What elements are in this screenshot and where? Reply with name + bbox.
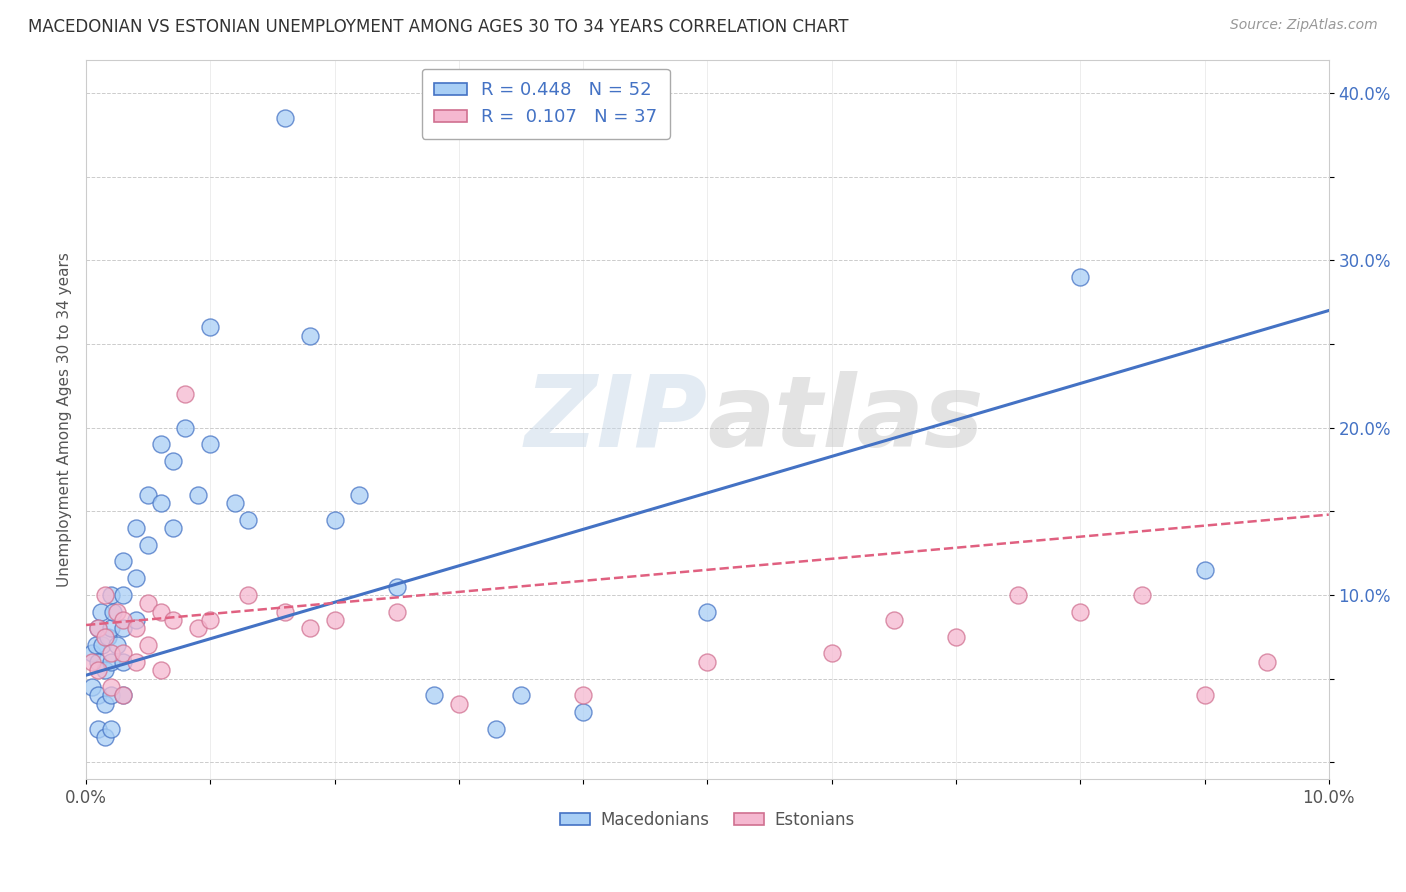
Point — [187, 621, 209, 635]
Point — [174, 420, 197, 434]
Point — [136, 596, 159, 610]
Point — [125, 613, 148, 627]
Point — [149, 496, 172, 510]
Point — [200, 613, 222, 627]
Point — [125, 621, 148, 635]
Point — [1069, 270, 1091, 285]
Point — [125, 521, 148, 535]
Point — [112, 588, 135, 602]
Point — [236, 588, 259, 602]
Point — [93, 730, 115, 744]
Point — [696, 655, 718, 669]
Text: atlas: atlas — [707, 371, 984, 467]
Point — [112, 688, 135, 702]
Point — [87, 621, 110, 635]
Point — [91, 638, 114, 652]
Point — [93, 630, 115, 644]
Point — [87, 688, 110, 702]
Point — [200, 320, 222, 334]
Point — [100, 588, 122, 602]
Point — [100, 655, 122, 669]
Point — [125, 571, 148, 585]
Point — [105, 638, 128, 652]
Point — [100, 688, 122, 702]
Point — [149, 663, 172, 677]
Point — [112, 554, 135, 568]
Point — [100, 680, 122, 694]
Point — [87, 655, 110, 669]
Point — [323, 613, 346, 627]
Point — [572, 688, 595, 702]
Point — [112, 688, 135, 702]
Point — [112, 647, 135, 661]
Point — [112, 655, 135, 669]
Point — [84, 638, 107, 652]
Point — [1194, 563, 1216, 577]
Text: MACEDONIAN VS ESTONIAN UNEMPLOYMENT AMONG AGES 30 TO 34 YEARS CORRELATION CHART: MACEDONIAN VS ESTONIAN UNEMPLOYMENT AMON… — [28, 18, 849, 36]
Point — [274, 111, 297, 125]
Point — [82, 647, 104, 661]
Point — [423, 688, 446, 702]
Point — [97, 630, 120, 644]
Point — [125, 655, 148, 669]
Point — [136, 487, 159, 501]
Point — [1007, 588, 1029, 602]
Point — [93, 663, 115, 677]
Text: Source: ZipAtlas.com: Source: ZipAtlas.com — [1230, 18, 1378, 32]
Point — [90, 605, 112, 619]
Point — [385, 605, 408, 619]
Point — [298, 328, 321, 343]
Point — [1069, 605, 1091, 619]
Point — [883, 613, 905, 627]
Point — [696, 605, 718, 619]
Point — [82, 680, 104, 694]
Point — [945, 630, 967, 644]
Point — [93, 697, 115, 711]
Point — [572, 705, 595, 719]
Point — [149, 605, 172, 619]
Point — [87, 663, 110, 677]
Point — [82, 655, 104, 669]
Point — [87, 621, 110, 635]
Point — [136, 638, 159, 652]
Point — [100, 621, 122, 635]
Point — [274, 605, 297, 619]
Point — [349, 487, 371, 501]
Point — [136, 538, 159, 552]
Point — [112, 613, 135, 627]
Legend: Macedonians, Estonians: Macedonians, Estonians — [554, 804, 862, 835]
Point — [103, 605, 125, 619]
Point — [485, 722, 508, 736]
Point — [100, 722, 122, 736]
Point — [1130, 588, 1153, 602]
Point — [298, 621, 321, 635]
Point — [149, 437, 172, 451]
Point — [1256, 655, 1278, 669]
Point — [447, 697, 470, 711]
Point — [385, 580, 408, 594]
Point — [1194, 688, 1216, 702]
Point — [87, 722, 110, 736]
Point — [162, 521, 184, 535]
Point — [510, 688, 533, 702]
Point — [100, 647, 122, 661]
Point — [200, 437, 222, 451]
Point — [162, 613, 184, 627]
Point — [224, 496, 246, 510]
Point — [187, 487, 209, 501]
Text: ZIP: ZIP — [524, 371, 707, 467]
Y-axis label: Unemployment Among Ages 30 to 34 years: Unemployment Among Ages 30 to 34 years — [58, 252, 72, 587]
Point — [105, 605, 128, 619]
Point — [174, 387, 197, 401]
Point — [323, 513, 346, 527]
Point — [236, 513, 259, 527]
Point — [112, 621, 135, 635]
Point — [93, 588, 115, 602]
Point — [162, 454, 184, 468]
Point — [821, 647, 844, 661]
